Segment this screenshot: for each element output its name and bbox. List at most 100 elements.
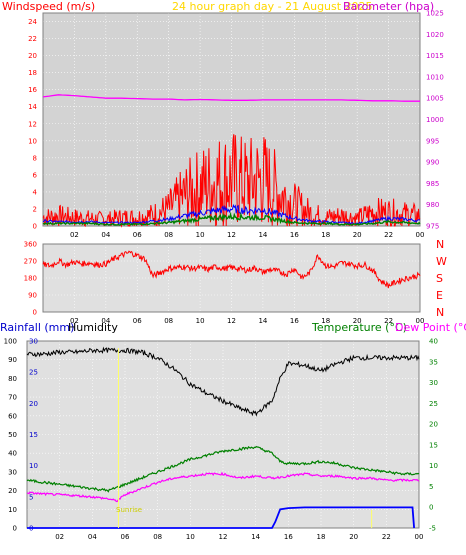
direction-xtick-label: 02 [70,317,79,325]
compass-label: N [436,306,444,319]
sunrise-annotation: Sunrise [116,506,142,514]
direction-xtick-label: 12 [227,317,236,325]
windspeed-tick-label: 22 [28,35,37,43]
top-xtick-label: 18 [321,231,330,239]
barometer-tick-label: 990 [426,159,439,167]
wind_direction-line [42,250,421,289]
top-xtick-label: 00 [416,231,425,239]
barometer-tick-label: 1005 [426,95,444,103]
dewpoint-line [26,471,420,503]
top-xtick-label: 20 [353,231,362,239]
average-line [42,203,421,225]
bottom-xtick-label: 18 [317,533,326,541]
barometer-axis-label: Barometer (hpa) [343,0,434,13]
direction-xtick-label: 16 [290,317,299,325]
bottom-xtick-label: 10 [186,533,195,541]
bottom-xtick-label: 14 [251,533,260,541]
barometer-tick-label: 975 [426,223,439,231]
direction-xtick-label: 18 [321,317,330,325]
windspeed-tick-label: 2 [33,205,37,213]
temperature-tick-label: 20 [429,421,438,429]
direction-xtick-label: 10 [196,317,205,325]
rainfall-line [27,506,415,529]
humidity-tick-label: 10 [8,506,17,514]
humidity-line [26,346,420,417]
top-xtick-label: 16 [290,231,299,239]
direction-xtick-label: 14 [258,317,267,325]
low-line [42,211,421,226]
barometer-tick-label: 980 [426,201,439,209]
humidity-axis-label: Humidity [68,321,118,334]
compass-label: W [436,255,447,268]
direction-xtick-label: 20 [353,317,362,325]
top-xtick-label: 12 [227,231,236,239]
direction-tick-label: 0 [33,309,37,317]
bottom-xtick-label: 04 [88,533,97,541]
temperature-tick-label: 15 [429,441,438,449]
bottom-xtick-label: 16 [284,533,293,541]
humidity-tick-label: 80 [8,375,17,383]
compass-label: S [436,272,443,285]
dewpoint-axis-label: Dew Point (°C) [395,321,466,334]
windspeed-tick-label: 4 [33,188,38,196]
windspeed-tick-label: 10 [28,137,37,145]
barometer-tick-label: 995 [426,137,439,145]
top-xtick-label: 08 [164,231,173,239]
direction-tick-label: 90 [28,292,37,300]
barometer-tick-label: 1025 [426,10,444,18]
direction-tick-label: 180 [24,275,37,283]
windspeed-tick-label: 16 [28,86,37,94]
compass-label: N [436,238,444,251]
windspeed-tick-label: 12 [28,120,37,128]
windspeed-tick-label: 24 [28,18,37,26]
temperature-tick-label: 30 [429,379,438,387]
windspeed-tick-label: 20 [28,52,37,60]
bottom-xtick-label: 22 [382,533,391,541]
windspeed-tick-label: 8 [33,154,37,162]
temperature-tick-label: 40 [429,338,438,346]
direction-xtick-label: 04 [101,317,110,325]
top-panel-border [42,12,421,227]
top-xtick-label: 06 [133,231,142,239]
windspeed-tick-label: 18 [28,69,37,77]
barometer-tick-label: 1020 [426,31,444,39]
barometer-tick-label: 1015 [426,52,444,60]
bottom-xtick-label: 06 [121,533,130,541]
rainfall-tick-label: 20 [29,400,38,408]
humidity-tick-label: 90 [8,356,17,364]
direction-xtick-label: 00 [416,317,425,325]
bottom-xtick-label: 00 [415,533,424,541]
top-xtick-label: 14 [258,231,267,239]
rainfall-tick-label: 5 [29,493,33,501]
bottom-xtick-label: 08 [153,533,162,541]
bottom-xtick-label: 20 [349,533,358,541]
rainfall-tick-label: 10 [29,462,38,470]
humidity-tick-label: 100 [4,338,17,346]
direction-tick-label: 360 [24,241,37,249]
humidity-tick-label: 0 [13,525,17,533]
temperature-tick-label: -5 [429,525,436,533]
humidity-tick-label: 20 [8,487,17,495]
barometer-tick-label: 1000 [426,116,444,124]
rainfall-tick-label: 30 [29,338,38,346]
humidity-tick-label: 30 [8,468,17,476]
temperature-tick-label: 10 [429,462,438,470]
windspeed-tick-label: 0 [33,223,37,231]
barometer-line [42,94,420,102]
windspeed-axis-label: Windspeed (m/s) [2,0,95,13]
windspeed-tick-label: 6 [33,171,38,179]
top-xtick-label: 04 [101,231,110,239]
rainfall-axis-label: Rainfall (mm) [0,321,74,334]
rainfall-tick-label: 15 [29,431,38,439]
humidity-tick-label: 60 [8,412,17,420]
temperature-tick-label: 35 [429,358,438,366]
humidity-tick-label: 40 [8,450,17,458]
humidity-tick-label: 50 [8,431,17,439]
temperature-axis-label: Temperature (°C) [311,321,407,334]
temperature-line [26,445,420,493]
temperature-tick-label: 5 [429,483,433,491]
direction-panel-border [42,243,421,313]
